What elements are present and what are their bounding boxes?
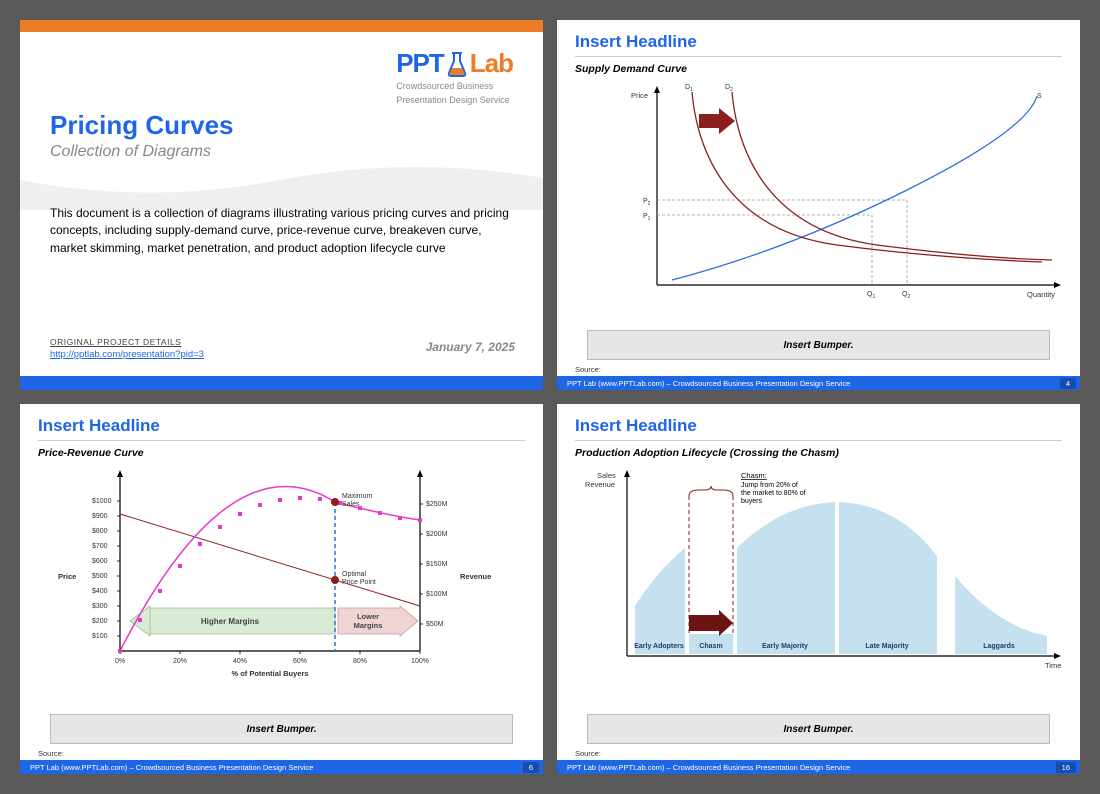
- main-title: Pricing Curves: [50, 110, 234, 141]
- subtitle: Collection of Diagrams: [50, 143, 234, 161]
- source-label: Source:: [575, 749, 601, 758]
- date-text: January 7, 2025: [426, 340, 515, 354]
- svg-text:Sales: Sales: [597, 471, 616, 480]
- svg-text:$500: $500: [92, 573, 108, 580]
- svg-text:80%: 80%: [353, 658, 367, 665]
- slide-title: PPT Lab Crowdsourced Business Presentati…: [20, 20, 543, 390]
- chart-title: Supply Demand Curve: [557, 57, 1080, 79]
- svg-text:100%: 100%: [411, 658, 429, 665]
- bumper-box: Insert Bumper.: [50, 714, 513, 744]
- svg-text:Optimal: Optimal: [342, 571, 367, 578]
- higher-margins-arrow: Higher Margins: [130, 606, 335, 636]
- svg-text:60%: 60%: [293, 658, 307, 665]
- page-number: 6: [523, 762, 539, 773]
- svg-text:$100M: $100M: [426, 591, 448, 598]
- svg-text:$300: $300: [92, 603, 108, 610]
- svg-text:Sales: Sales: [342, 501, 360, 508]
- svg-text:Lower: Lower: [357, 612, 379, 621]
- svg-text:$700: $700: [92, 543, 108, 550]
- svg-text:20%: 20%: [173, 658, 187, 665]
- chart-title: Price-Revenue Curve: [20, 441, 543, 463]
- svg-text:$1000: $1000: [92, 498, 112, 505]
- svg-text:Margins: Margins: [354, 621, 383, 630]
- svg-text:$150M: $150M: [426, 561, 448, 568]
- footer-bar: [20, 376, 543, 390]
- chasm-arrow-icon: [689, 610, 733, 636]
- svg-text:Q1: Q1: [867, 291, 875, 300]
- svg-text:$50M: $50M: [426, 621, 444, 628]
- price-revenue-chart: $100 $200 $300 $400 $500 $600 $700 $800 $900 $1…: [20, 464, 543, 704]
- svg-text:Price: Price: [631, 91, 648, 100]
- headline: Insert Headline: [557, 404, 1080, 440]
- svg-text:40%: 40%: [233, 658, 247, 665]
- svg-text:P1: P1: [643, 213, 651, 222]
- accent-bar: [20, 20, 543, 32]
- svg-text:Chasm:: Chasm:: [741, 471, 767, 480]
- page-number: 4: [1060, 378, 1076, 389]
- page-number: 16: [1056, 762, 1076, 773]
- svg-text:$800: $800: [92, 528, 108, 535]
- svg-text:Chasm: Chasm: [699, 643, 722, 650]
- headline: Insert Headline: [557, 20, 1080, 56]
- svg-text:Q2: Q2: [902, 291, 910, 300]
- svg-text:Quantity: Quantity: [1027, 290, 1055, 299]
- source-label: Source:: [575, 365, 601, 374]
- slide-footer: PPT Lab (www.PPTLab.com) – Crowdsourced …: [557, 760, 1080, 774]
- svg-text:Time: Time: [1045, 661, 1061, 670]
- svg-text:Price Point: Price Point: [342, 579, 376, 586]
- svg-text:Maximum: Maximum: [342, 493, 373, 500]
- project-link[interactable]: http://pptlab.com/presentation?pid=3: [50, 349, 204, 360]
- svg-text:D2: D2: [725, 84, 733, 93]
- slide-adoption-lifecycle: Insert Headline Production Adoption Life…: [557, 404, 1080, 774]
- slide-footer: PPT Lab (www.PPTLab.com) – Crowdsourced …: [557, 376, 1080, 390]
- flask-icon: [446, 51, 468, 77]
- svg-text:Jump from 20% of: Jump from 20% of: [741, 482, 798, 489]
- logo-block: PPT Lab Crowdsourced Business Presentati…: [396, 48, 513, 106]
- lower-margins-arrow: Lower Margins: [338, 606, 418, 636]
- svg-text:Late Majority: Late Majority: [865, 643, 908, 650]
- svg-text:Revenue: Revenue: [460, 572, 491, 581]
- logo-subtitle-1: Crowdsourced Business: [396, 81, 513, 93]
- svg-text:Revenue: Revenue: [585, 480, 615, 489]
- svg-text:$200M: $200M: [426, 531, 448, 538]
- supply-demand-chart: Price Quantity P2 P1 Q1 Q2 S D1 D2: [557, 80, 1080, 320]
- svg-text:% of Potential Buyers: % of Potential Buyers: [231, 669, 308, 678]
- logo-subtitle-2: Presentation Design Service: [396, 95, 513, 107]
- svg-text:Higher Margins: Higher Margins: [201, 617, 260, 626]
- project-details-label: ORIGINAL PROJECT DETAILS: [50, 337, 204, 347]
- shift-arrow-icon: [699, 108, 735, 134]
- svg-text:Early Majority: Early Majority: [762, 643, 808, 650]
- svg-text:S: S: [1037, 93, 1042, 100]
- slide-footer: PPT Lab (www.PPTLab.com) – Crowdsourced …: [20, 760, 543, 774]
- svg-text:buyers: buyers: [741, 498, 763, 505]
- svg-text:$200: $200: [92, 618, 108, 625]
- svg-text:Laggards: Laggards: [983, 643, 1015, 650]
- logo-ppt-text: PPT: [396, 48, 444, 79]
- svg-text:0%: 0%: [115, 658, 125, 665]
- headline: Insert Headline: [20, 404, 543, 440]
- svg-text:$100: $100: [92, 633, 108, 640]
- svg-text:D1: D1: [685, 84, 693, 93]
- chart-title: Production Adoption Lifecycle (Crossing …: [557, 441, 1080, 463]
- svg-text:the market to 80% of: the market to 80% of: [741, 490, 806, 497]
- source-label: Source:: [38, 749, 64, 758]
- svg-text:Price: Price: [58, 572, 76, 581]
- svg-text:Early Adopters: Early Adopters: [634, 643, 684, 650]
- svg-text:$250M: $250M: [426, 501, 448, 508]
- adoption-lifecycle-chart: Sales Revenue Time: [557, 464, 1080, 704]
- logo-lab-text: Lab: [470, 48, 513, 79]
- bumper-box: Insert Bumper.: [587, 330, 1050, 360]
- bumper-box: Insert Bumper.: [587, 714, 1050, 744]
- svg-text:$400: $400: [92, 588, 108, 595]
- body-text: This document is a collection of diagram…: [50, 205, 510, 257]
- slide-price-revenue: Insert Headline Price-Revenue Curve $100…: [20, 404, 543, 774]
- svg-text:$600: $600: [92, 558, 108, 565]
- svg-text:P2: P2: [643, 198, 651, 207]
- slide-supply-demand: Insert Headline Supply Demand Curve Pric…: [557, 20, 1080, 390]
- svg-text:$900: $900: [92, 513, 108, 520]
